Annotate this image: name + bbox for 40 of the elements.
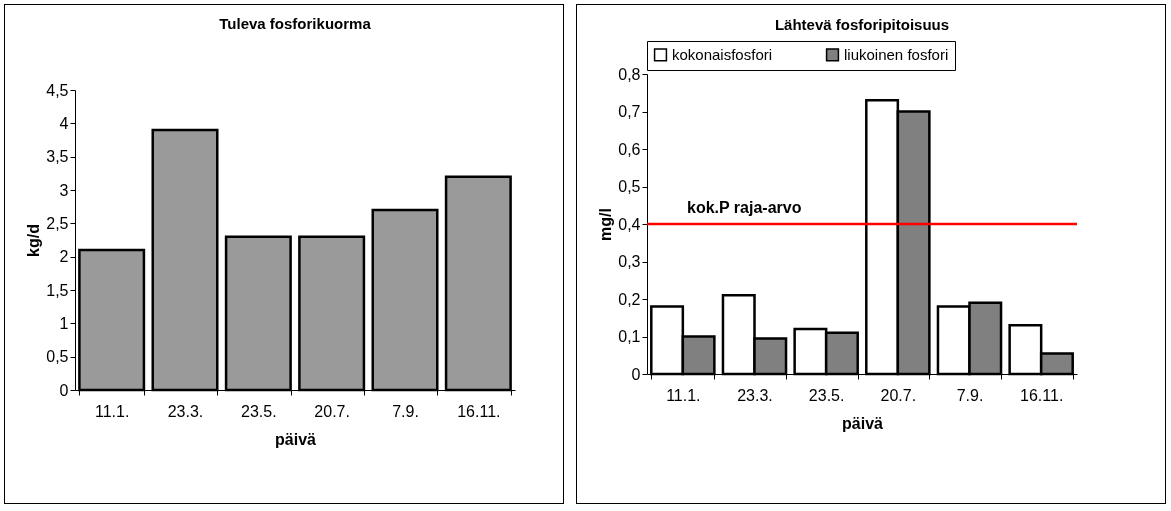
x-tick-label: 7.9. [392,402,419,420]
y-tick-label: 0,5 [618,178,641,195]
ref-line-label: kok.P raja-arvo [687,199,802,216]
x-tick-label: 20.7. [314,402,350,420]
x-tick-label: 11.1. [94,402,130,420]
y-tick-label: 0,1 [618,328,641,345]
y-tick-label: 0,8 [618,65,641,83]
x-tick-label: 7.9. [956,386,984,404]
y-tick-label: 1 [59,314,69,332]
x-tick-label: 23.3. [167,402,204,420]
legend-label: liukoinen fosfori [844,45,949,63]
y-tick-label: 0,3 [618,253,641,270]
y-tick-label: 0,4 [618,215,641,233]
x-tick-label: 16.11. [1020,386,1064,404]
y-tick-label: 0 [59,381,69,399]
y-tick-label: 0,7 [618,103,641,120]
y-tick-label: 3 [59,181,69,199]
y-tick-label: 0,5 [46,348,69,366]
x-axis-title: päivä [842,414,884,432]
chart-title: Lähtevä fosforipitoisuus [774,15,950,33]
x-tick-label: 23.5. [241,402,277,420]
chart-title: Tuleva fosforikuorma [219,15,372,32]
y-tick-label: 0,2 [618,290,641,308]
x-tick-label: 16.11. [457,402,501,420]
y-axis-title: mg/l [597,208,615,241]
x-tick-label: 23.5. [808,386,845,404]
y-tick-label: 4,5 [46,81,69,99]
y-axis-title: kg/d [25,224,43,257]
y-tick-label: 1,5 [46,281,69,299]
y-tick-label: 0 [631,365,641,383]
y-tick-label: 4 [59,114,69,132]
x-tick-label: 20.7. [880,386,917,404]
x-tick-label: 11.1. [666,386,701,404]
y-tick-label: 0,6 [618,140,641,158]
y-tick-label: 3,5 [46,148,69,166]
x-axis-title: päivä [275,430,317,448]
legend-label: kokonaisfosfori [672,45,773,63]
x-tick-label: 23.3. [737,386,773,404]
y-tick-label: 2 [59,248,69,266]
y-tick-label: 2,5 [46,214,69,232]
